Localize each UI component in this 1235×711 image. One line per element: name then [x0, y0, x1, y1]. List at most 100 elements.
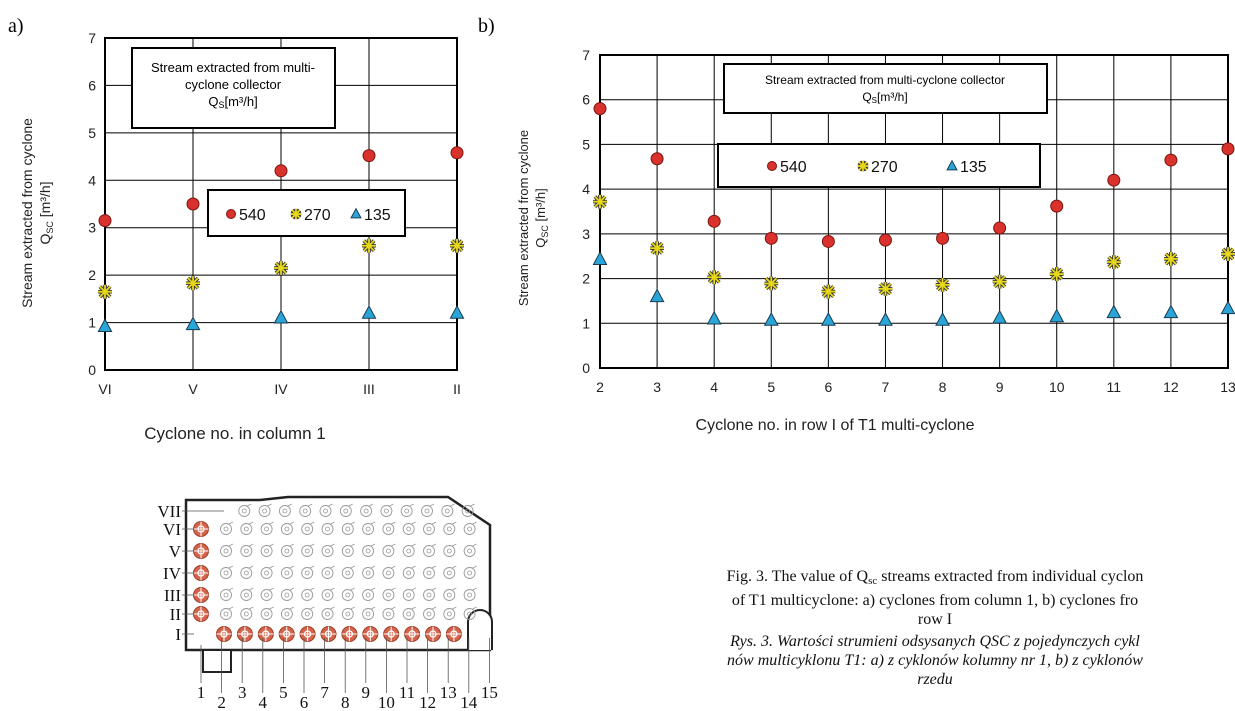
outlet-right — [467, 609, 493, 650]
caption-pl-line3: rzedu — [917, 671, 953, 688]
y-tick-label: 7 — [88, 30, 96, 46]
data-point-270 — [992, 274, 1007, 289]
chart-b-x-axis-label: Cyclone no. in row I of T1 multi-cyclone — [696, 417, 975, 434]
y-tick-label: 5 — [88, 125, 96, 141]
x-tick-label: III — [363, 381, 375, 397]
y-tick-label: 1 — [582, 315, 590, 331]
cyclone — [301, 565, 315, 579]
cyclone — [321, 587, 335, 601]
cyclone — [260, 543, 274, 557]
panel-label-b: b) — [478, 15, 495, 37]
chart-a-x-ticks: VI V IV III II — [98, 381, 461, 397]
data-point-135 — [273, 309, 289, 324]
column-number: 12 — [419, 693, 436, 711]
cyclone — [260, 521, 274, 535]
column-number: 2 — [217, 693, 226, 711]
chart-b-x-ticks: 2 3 4 5 6 7 8 9 10 11 12 13 — [596, 379, 1235, 395]
cyclone — [260, 587, 274, 601]
data-point-270 — [1049, 267, 1064, 281]
cyclone — [258, 503, 272, 517]
chart-a-info-box — [131, 47, 336, 129]
chart-a-legend — [207, 189, 406, 237]
cyclone — [220, 543, 234, 557]
cyclone — [362, 521, 376, 535]
cyclone-highlighted — [299, 626, 316, 642]
cyclone — [280, 521, 295, 535]
cyclone — [301, 543, 315, 557]
cyclone — [443, 521, 457, 535]
cyclone — [463, 587, 477, 601]
cyclone — [382, 587, 396, 601]
y-tick-label: 1 — [88, 315, 96, 331]
cyclone-highlighted — [383, 626, 400, 642]
data-point-540 — [593, 102, 607, 116]
column-number: 9 — [362, 683, 371, 702]
data-point-135 — [1163, 304, 1179, 319]
cyclone — [382, 565, 396, 579]
cyclone — [339, 503, 353, 517]
cyclone — [423, 587, 437, 601]
data-point-540 — [878, 233, 892, 247]
row-label: IV — [163, 564, 182, 583]
cyclone — [443, 606, 457, 620]
data-point-135 — [592, 251, 608, 265]
cyclone — [362, 565, 376, 579]
cyclone-highlighted — [404, 626, 421, 642]
data-point-270 — [650, 241, 664, 256]
data-point-540 — [764, 231, 778, 245]
cyclone-highlighted — [320, 626, 337, 642]
cyclone — [341, 606, 355, 620]
cyclone — [362, 606, 376, 620]
legend-marker-135 — [946, 159, 958, 171]
column-number: 14 — [460, 693, 478, 711]
cyclone-highlighted — [236, 626, 253, 642]
chart-a-box-line1: Stream extracted from multi- — [151, 60, 315, 75]
chart-b-y-axis-label: Stream extracted from cyclone QSC [m³/h] — [516, 130, 550, 306]
chart-b-ylabel-line2: QSC [m³/h] — [533, 188, 550, 247]
y-tick-label: 2 — [88, 267, 96, 283]
y-tick-label: 7 — [582, 47, 590, 63]
x-tick-label: 2 — [596, 379, 604, 395]
column-number: 15 — [481, 683, 498, 702]
x-tick-label: 9 — [996, 379, 1004, 395]
data-point-540 — [274, 164, 288, 178]
cyclone — [400, 503, 414, 517]
cyclone — [461, 503, 475, 517]
legend-marker-540 — [226, 209, 236, 219]
data-point-135 — [706, 310, 722, 325]
data-point-540 — [650, 152, 664, 166]
data-point-540 — [1164, 153, 1178, 167]
chart-a-ylabel-line2: QSC [m³/h] — [37, 181, 55, 244]
data-point-135 — [1106, 304, 1122, 319]
y-tick-label: 0 — [88, 362, 96, 378]
column-number: 8 — [341, 693, 350, 711]
cyclone-highlighted — [193, 606, 209, 622]
cyclone — [341, 521, 355, 535]
data-point-540 — [1107, 173, 1121, 187]
chart-b-legend-items: 540 270 135 — [767, 159, 987, 176]
cyclone — [402, 521, 416, 535]
y-tick-label: 3 — [88, 220, 96, 236]
data-point-270 — [362, 238, 376, 253]
x-tick-label: 3 — [653, 379, 661, 395]
cyclone — [463, 543, 477, 557]
chart-a-legend-items: 540 270 135 — [226, 207, 391, 224]
data-point-540 — [1221, 142, 1235, 156]
data-point-135 — [992, 309, 1008, 324]
data-point-270 — [707, 270, 722, 285]
cyclone — [240, 565, 254, 579]
cyclone — [362, 543, 376, 557]
row-label: III — [164, 586, 181, 605]
chart-a-ylabel-line1: Stream extracted from cyclone — [19, 118, 35, 308]
cyclone-highlighted — [445, 626, 462, 642]
row-label: VII — [157, 502, 181, 521]
cyclone — [382, 606, 396, 620]
data-point-270 — [935, 277, 950, 292]
diagram-cyclones — [193, 503, 477, 642]
chart-a-marks — [97, 146, 465, 332]
legend-marker-270 — [290, 208, 302, 220]
data-point-135 — [1220, 300, 1235, 315]
x-tick-label: IV — [274, 381, 288, 397]
cyclone — [421, 503, 435, 517]
y-tick-label: 2 — [582, 271, 590, 287]
